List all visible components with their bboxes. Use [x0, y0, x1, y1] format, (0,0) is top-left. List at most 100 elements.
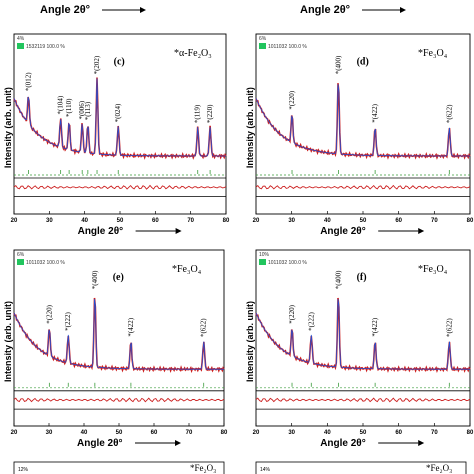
x-tick-label: 30	[46, 430, 53, 436]
y-axis-label: Intensity (arb. unit)	[3, 87, 13, 168]
x-tick-label: 50	[117, 218, 124, 224]
x-axis-arrowhead	[175, 228, 182, 234]
phase-card-swatch	[259, 43, 266, 49]
x-axis-label: Angle 2θ°	[77, 438, 123, 449]
y-axis-label: Intensity (arb. unit)	[245, 301, 255, 382]
panels-group: 4%1532119 100.0 % *α-Fe₂O₃ (c) Intensity (a…	[3, 33, 474, 449]
panel-label: (e)	[113, 272, 124, 283]
panel-label: (d)	[357, 57, 369, 68]
peak-label: *(202)	[93, 55, 101, 74]
xrd-panel-e: 6%1011032 100.0 % *Fe₃O₄ (e) Intensity (arb…	[3, 249, 228, 449]
calculated-pattern	[13, 78, 226, 157]
x-tick-label: 40	[324, 430, 331, 436]
phase-label: *Fe₃O₄	[418, 264, 448, 275]
bottom-right-phase: *Fe₂O₃	[426, 463, 452, 473]
xrd-panel-d: 6%1011032 100.0 % *Fe₃O₄ (d) Intensity (arb…	[245, 33, 474, 237]
x-tick-label: 20	[253, 218, 260, 224]
phase-card-text: 1011032 100.0 %	[268, 44, 307, 50]
peak-label: *(222)	[64, 312, 72, 331]
top-strip: Angle 2θ° Angle 2θ°	[40, 4, 406, 16]
phase-card-swatch	[17, 259, 24, 265]
xrd-panel-f: 10% 1011032 100.0 % *Fe₃O₄ (f) Intensity (ar…	[245, 249, 474, 449]
calculated-pattern	[255, 84, 470, 157]
phase-label: *Fe₃O₄	[418, 48, 448, 59]
x-tick-label: 50	[360, 218, 367, 224]
x-tick-label: 60	[151, 430, 158, 436]
difference-curve	[255, 184, 471, 190]
top-left-arrowhead	[140, 7, 146, 13]
x-axis-arrowhead	[175, 440, 181, 446]
x-axis-label: Angle 2θ°	[320, 226, 366, 237]
bottom-right-percent: 14%	[260, 467, 271, 473]
top-left-xlabel: Angle 2θ°	[40, 4, 90, 16]
x-tick-label: 60	[395, 430, 402, 436]
x-tick-label: 40	[324, 218, 331, 224]
panel-label: (c)	[114, 57, 125, 68]
phase-card-swatch	[259, 259, 266, 265]
percent-tag: 10%	[259, 252, 270, 258]
peak-label: *(422)	[371, 103, 379, 122]
calculated-pattern	[13, 298, 224, 370]
phase-label: *α-Fe₂O₃	[174, 48, 212, 59]
y-axis-label: Intensity (arb. unit)	[245, 87, 255, 168]
phase-label: *Fe₃O₄	[172, 264, 202, 275]
difference-curve	[13, 184, 227, 190]
peak-label: *(400)	[334, 270, 342, 289]
x-tick-label: 80	[467, 430, 474, 436]
peak-label: *(104)	[57, 95, 65, 114]
x-tick-label: 70	[431, 218, 438, 224]
phase-card-swatch	[17, 43, 24, 49]
top-right-arrowhead	[400, 7, 406, 13]
peak-label: *(024)	[114, 103, 122, 122]
x-axis-arrowhead	[418, 228, 425, 234]
peak-label: *(220)	[288, 304, 296, 323]
x-tick-label: 20	[11, 430, 18, 436]
peak-label: *(110)	[65, 98, 73, 117]
phase-card-text: 1011032 100.0 %	[26, 260, 65, 266]
percent-tag: 4%	[17, 36, 25, 42]
peak-label: *(220)	[45, 304, 53, 323]
x-tick-label: 60	[152, 218, 159, 224]
bottom-right-frame	[255, 461, 467, 474]
peak-label: *(006)	[78, 100, 86, 119]
x-tick-label: 20	[253, 430, 260, 436]
xrd-panel-c: 4%1532119 100.0 % *α-Fe₂O₃ (c) Intensity (a…	[3, 33, 230, 237]
x-tick-label: 70	[431, 430, 438, 436]
x-tick-label: 60	[395, 218, 402, 224]
peak-label: *(012)	[24, 72, 32, 91]
x-tick-label: 50	[116, 430, 123, 436]
panel-label: (f)	[357, 272, 367, 283]
percent-tag: 6%	[17, 252, 25, 258]
calculated-pattern	[255, 298, 470, 370]
peak-label: *(400)	[334, 55, 342, 74]
y-axis-label: Intensity (arb. unit)	[3, 301, 13, 382]
bottom-left-frame	[13, 461, 225, 474]
x-tick-label: 40	[81, 218, 88, 224]
x-tick-label: 80	[221, 430, 228, 436]
top-right-xlabel: Angle 2θ°	[300, 4, 350, 16]
x-tick-label: 30	[46, 218, 53, 224]
x-tick-label: 70	[186, 430, 193, 436]
bottom-left-phase: *Fe₂O₃	[190, 463, 216, 473]
peak-label: *(622)	[445, 104, 453, 123]
percent-tag: 6%	[259, 36, 267, 42]
peak-label: *(222)	[307, 312, 315, 331]
x-tick-label: 30	[288, 218, 295, 224]
peak-label: *(220)	[206, 104, 214, 123]
bottom-strip: 12% *Fe₂O₃ 14% *Fe₂O₃	[13, 461, 467, 474]
phase-card-text: 1011032 100.0 %	[268, 260, 307, 266]
panel-frame	[13, 33, 227, 215]
x-tick-label: 80	[223, 218, 230, 224]
peak-label: *(622)	[200, 318, 208, 337]
phase-card-text: 1532119 100.0 %	[26, 44, 65, 50]
bottom-left-percent: 12%	[18, 467, 29, 473]
peak-label: *(422)	[127, 317, 135, 336]
difference-curve	[13, 397, 225, 403]
difference-curve	[255, 397, 471, 403]
x-axis-label: Angle 2θ°	[78, 226, 124, 237]
peak-label: *(119)	[194, 104, 202, 123]
peak-label: *(400)	[91, 270, 99, 289]
peak-label: *(622)	[445, 318, 453, 337]
x-axis-label: Angle 2θ°	[320, 438, 366, 449]
